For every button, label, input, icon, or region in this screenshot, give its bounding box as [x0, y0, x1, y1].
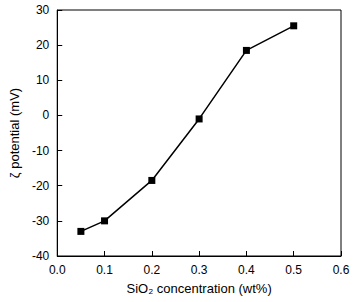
- svg-text:0.6: 0.6: [333, 263, 350, 277]
- svg-text:0.2: 0.2: [143, 263, 160, 277]
- svg-text:-30: -30: [32, 214, 50, 228]
- svg-text:-20: -20: [32, 179, 50, 193]
- svg-text:SiO₂ concentration (wt%): SiO₂ concentration (wt%): [127, 281, 272, 296]
- svg-text:20: 20: [36, 38, 50, 52]
- svg-text:ζ potential (mV): ζ potential (mV): [7, 88, 22, 178]
- svg-text:0.0: 0.0: [49, 263, 66, 277]
- svg-text:0.5: 0.5: [285, 263, 302, 277]
- svg-text:0.1: 0.1: [96, 263, 113, 277]
- svg-text:0.3: 0.3: [191, 263, 208, 277]
- svg-text:0.4: 0.4: [238, 263, 255, 277]
- svg-text:30: 30: [36, 3, 50, 17]
- svg-text:10: 10: [36, 73, 50, 87]
- svg-text:-40: -40: [32, 249, 50, 263]
- svg-text:-10: -10: [32, 144, 50, 158]
- svg-text:0: 0: [43, 108, 50, 122]
